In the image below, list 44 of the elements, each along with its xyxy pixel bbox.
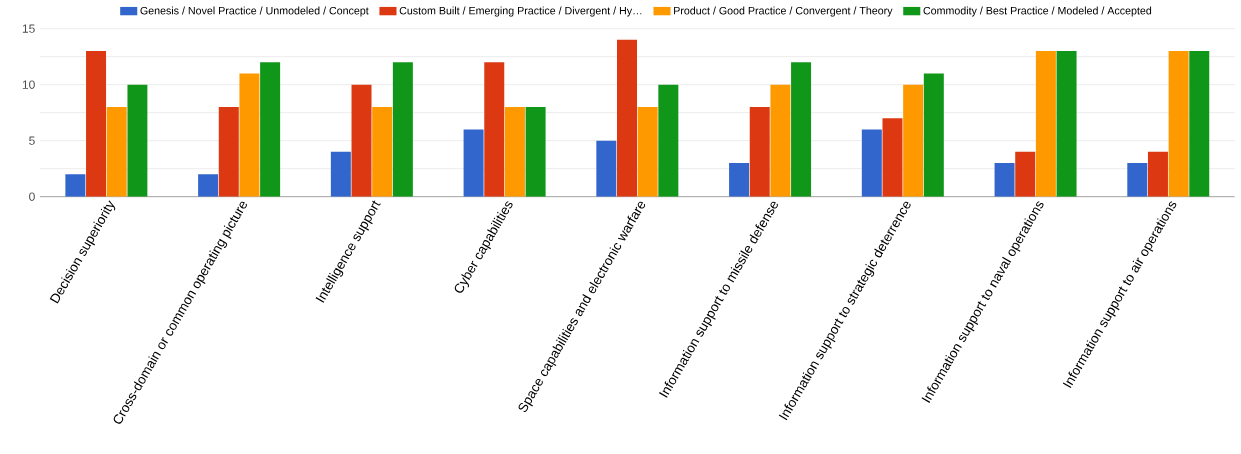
y-tick-label: 0 bbox=[29, 192, 35, 201]
bar bbox=[923, 73, 944, 197]
y-tick-label: 5 bbox=[29, 136, 35, 145]
bar bbox=[617, 39, 637, 197]
bar bbox=[127, 84, 148, 197]
bar bbox=[1035, 51, 1056, 197]
bar bbox=[770, 84, 791, 197]
bar bbox=[392, 62, 413, 197]
y-tick-label: 15 bbox=[22, 24, 35, 33]
bar bbox=[351, 84, 372, 197]
bar bbox=[1127, 163, 1148, 197]
y-tick-label: 10 bbox=[22, 80, 35, 89]
bar bbox=[330, 151, 351, 197]
bar bbox=[504, 107, 525, 197]
bar bbox=[1056, 51, 1077, 197]
bar bbox=[791, 62, 812, 197]
bar bbox=[882, 118, 903, 197]
bar bbox=[658, 84, 679, 197]
legend-label: Genesis / Novel Practice / Unmodeled / Concept bbox=[140, 6, 369, 17]
bar bbox=[260, 62, 281, 197]
bar bbox=[1147, 151, 1168, 197]
bar bbox=[749, 107, 770, 197]
legend-label: Product / Good Practice / Convergent / Theory bbox=[674, 6, 893, 17]
bar bbox=[372, 107, 393, 197]
legend-label: Commodity / Best Practice / Modeled / Accepted bbox=[923, 6, 1152, 17]
bar bbox=[729, 163, 750, 197]
bar bbox=[525, 107, 546, 197]
bar bbox=[994, 163, 1015, 197]
bar bbox=[484, 62, 505, 197]
bar bbox=[861, 129, 882, 197]
bar bbox=[1168, 51, 1189, 197]
bar bbox=[1189, 51, 1210, 197]
bar bbox=[86, 51, 107, 197]
bar bbox=[198, 174, 219, 197]
bar bbox=[596, 140, 617, 197]
bar bbox=[1015, 151, 1036, 197]
bar bbox=[65, 174, 86, 197]
bar bbox=[903, 84, 924, 197]
bar bbox=[106, 107, 127, 197]
legend-label: Custom Built / Emerging Practice / Divergent / Hy… bbox=[399, 6, 642, 17]
bar bbox=[637, 107, 658, 197]
bar bbox=[218, 107, 239, 197]
bar bbox=[463, 129, 484, 197]
bar bbox=[239, 73, 260, 197]
